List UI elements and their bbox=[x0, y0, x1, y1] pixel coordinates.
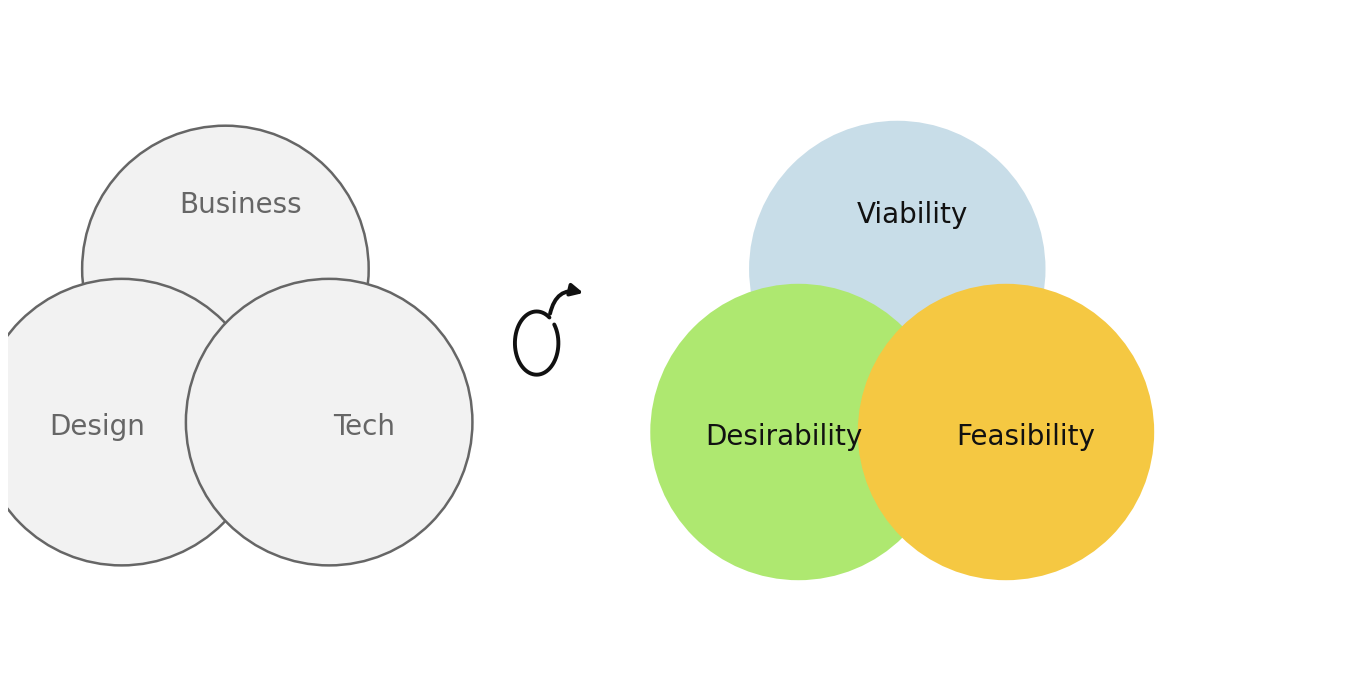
Text: Feasibility: Feasibility bbox=[956, 423, 1096, 451]
Circle shape bbox=[0, 279, 265, 565]
Text: Viability: Viability bbox=[856, 200, 968, 229]
Circle shape bbox=[186, 279, 472, 565]
Text: Business: Business bbox=[179, 191, 302, 218]
Text: Tech: Tech bbox=[332, 413, 394, 441]
Circle shape bbox=[857, 284, 1154, 580]
Circle shape bbox=[650, 284, 946, 580]
Circle shape bbox=[82, 126, 369, 413]
Text: Desirability: Desirability bbox=[705, 423, 863, 451]
Text: Design: Design bbox=[48, 413, 145, 441]
Circle shape bbox=[750, 121, 1046, 417]
